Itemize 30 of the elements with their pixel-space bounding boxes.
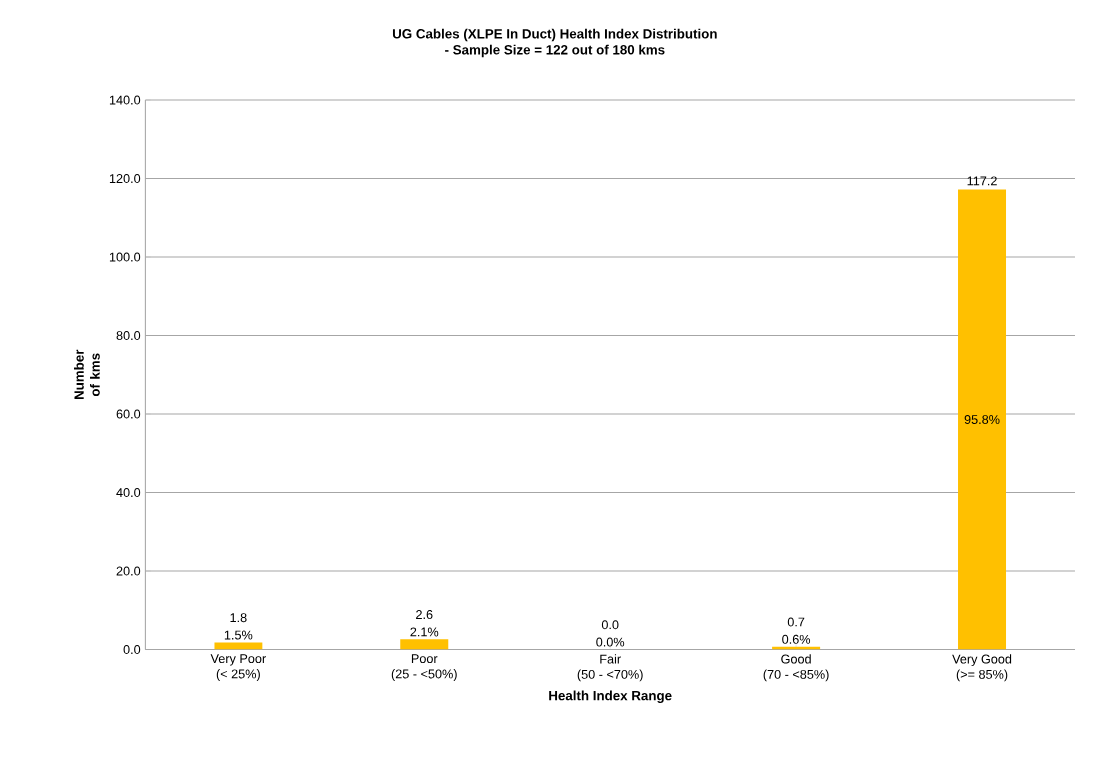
chart-title: UG Cables (XLPE In Duct) Health Index Distribution [392,28,717,42]
bar [214,642,263,650]
y-tick-label: 0.0 [123,645,141,655]
x-tick-label: Very Poor (< 25%) [210,654,266,682]
annotation: 95.8% [964,415,1000,425]
annotation: 1.5% [224,630,253,640]
annotation: 2.1% [410,627,439,637]
bar [958,189,1007,650]
y-tick-label: 20.0 [116,566,141,576]
y-axis-title: Number of kms [74,349,100,400]
data-label: 1.8 [230,613,247,623]
x-tick-label: Good (70 - <85%) [763,654,829,682]
y-tick-label: 40.0 [116,488,141,498]
x-tick-label: Fair (50 - <70%) [577,654,643,682]
annotation: 0.6% [782,635,811,645]
y-tick-label: 120.0 [109,174,141,184]
data-label: 0.7 [787,617,805,627]
y-tick-label: 140.0 [109,95,141,105]
y-tick-label: 100.0 [109,252,141,262]
data-label: 2.6 [416,610,433,620]
x-axis-title: Health Index Range [549,690,672,704]
x-tick-label: Poor (25 - <50%) [391,654,457,682]
annotation: 0.0% [596,637,625,647]
data-label: 117.2 [967,176,997,186]
x-tick-label: Very Good (>= 85%) [952,654,1012,682]
chart-subtitle: - Sample Size = 122 out of 180 kms [445,44,665,58]
data-label: 0.0 [601,620,619,630]
y-tick-label: 80.0 [116,331,141,341]
y-tick-label: 60.0 [116,409,141,419]
bar [400,639,449,650]
